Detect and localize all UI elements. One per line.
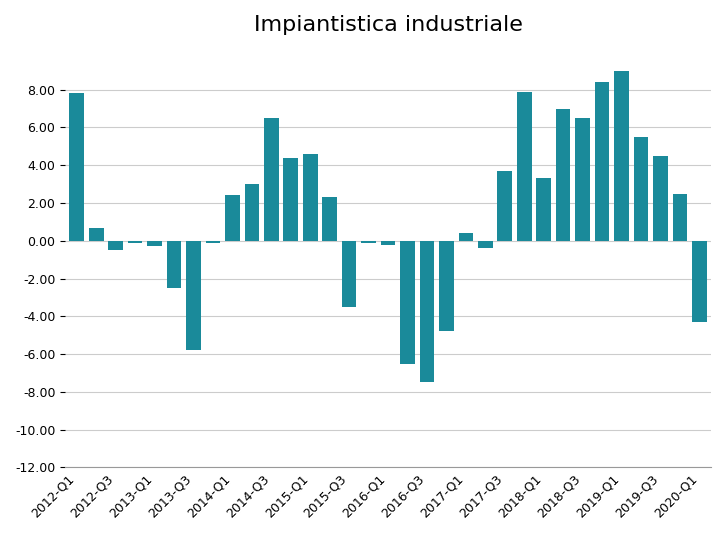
Bar xyxy=(128,241,142,242)
Bar xyxy=(575,118,590,241)
Bar xyxy=(380,241,396,244)
Bar xyxy=(283,158,298,241)
Bar xyxy=(692,241,706,322)
Bar xyxy=(400,241,415,363)
Bar xyxy=(89,227,104,241)
Bar xyxy=(459,233,473,241)
Bar xyxy=(147,241,162,247)
Bar xyxy=(497,171,512,241)
Bar xyxy=(322,197,337,241)
Bar xyxy=(342,241,356,307)
Bar xyxy=(478,241,493,248)
Bar xyxy=(537,178,551,241)
Bar xyxy=(614,71,629,241)
Bar xyxy=(653,156,668,241)
Bar xyxy=(556,109,571,241)
Bar xyxy=(186,241,201,350)
Bar xyxy=(672,194,688,241)
Bar xyxy=(70,94,84,241)
Bar xyxy=(517,91,531,241)
Bar xyxy=(362,241,376,242)
Bar xyxy=(439,241,454,331)
Bar xyxy=(303,154,317,241)
Bar xyxy=(634,137,648,241)
Bar xyxy=(595,82,609,241)
Bar xyxy=(167,241,182,288)
Title: Impiantistica industriale: Impiantistica industriale xyxy=(253,15,523,35)
Bar xyxy=(225,195,240,241)
Bar xyxy=(108,241,123,250)
Bar xyxy=(205,241,220,242)
Bar xyxy=(420,241,434,383)
Bar xyxy=(264,118,279,241)
Bar xyxy=(245,184,259,241)
